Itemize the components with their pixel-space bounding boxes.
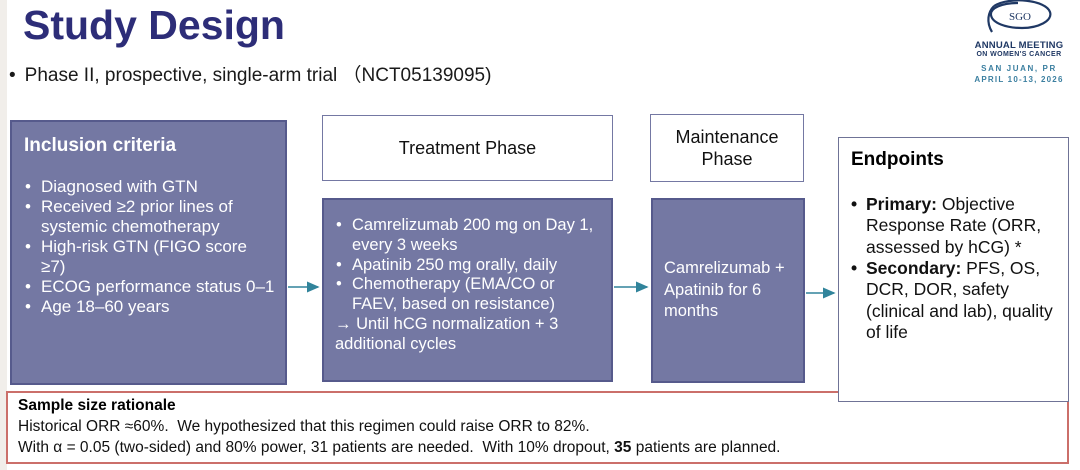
logo-dates: APRIL 10-13, 2026 bbox=[974, 75, 1064, 84]
trial-summary-text: Phase II, prospective, single-arm trial … bbox=[24, 65, 492, 86]
list-item: Age 18–60 years bbox=[24, 297, 275, 317]
treatment-phase-label: Treatment Phase bbox=[398, 137, 537, 158]
page-title: Study Design bbox=[23, 2, 285, 48]
inclusion-criteria-list: Diagnosed with GTN Received ≥2 prior lin… bbox=[24, 177, 275, 317]
endpoints-list: Primary: Objective Response Rate (ORR, a… bbox=[851, 194, 1060, 343]
treatment-regimen-list: Camrelizumab 200 mg on Day 1, every 3 we… bbox=[335, 216, 603, 315]
sample-size-line2: With α = 0.05 (two-sided) and 80% power,… bbox=[18, 438, 1057, 459]
slide-edge-strip bbox=[0, 0, 7, 470]
logo-meeting-subname: ON WOMEN'S CANCER bbox=[976, 51, 1062, 58]
treatment-duration-note: → Until hCG normalization + 3 additional… bbox=[335, 314, 559, 353]
trial-summary-line: • Phase II, prospective, single-arm trial… bbox=[9, 60, 491, 87]
secondary-endpoint-text: PFS, OS, DCR, DOR, safety (clinical and … bbox=[866, 258, 1053, 343]
sample-size-line1: Historical ORR ≈60%. We hypothesized tha… bbox=[18, 417, 590, 435]
inclusion-criteria-box: Inclusion criteria Diagnosed with GTN Re… bbox=[10, 120, 287, 385]
treatment-phase-box: Camrelizumab 200 mg on Day 1, every 3 we… bbox=[322, 198, 613, 382]
list-item: High-risk GTN (FIGO score ≥7) bbox=[24, 237, 275, 277]
list-item: ECOG performance status 0–1 bbox=[24, 277, 275, 297]
bullet-glyph: • bbox=[9, 65, 16, 86]
secondary-endpoint-item: Secondary: PFS, OS, DCR, DOR, safety (cl… bbox=[851, 258, 1060, 343]
maintenance-phase-box: Camrelizumab + Apatinib for 6 months bbox=[651, 198, 805, 383]
list-item: Camrelizumab 200 mg on Day 1, every 3 we… bbox=[335, 216, 603, 256]
sample-size-title: Sample size rationale bbox=[18, 397, 176, 414]
sample-size-line2-lead: With α = 0.05 (two-sided) and 80% power,… bbox=[18, 438, 615, 456]
list-item: Diagnosed with GTN bbox=[24, 177, 275, 197]
endpoints-box: Endpoints Primary: Objective Response Ra… bbox=[838, 137, 1069, 402]
sgo-acronym: SGO bbox=[1009, 11, 1031, 23]
list-item: Chemotherapy (EMA/CO or FAEV, based on r… bbox=[335, 275, 603, 315]
secondary-endpoint-label: Secondary: bbox=[866, 258, 962, 279]
sgo-swoosh-icon: SGO bbox=[987, 0, 1052, 33]
sample-size-rationale-box: Sample size rationale Historical ORR ≈60… bbox=[6, 391, 1069, 464]
primary-endpoint-item: Primary: Objective Response Rate (ORR, a… bbox=[851, 194, 1060, 258]
maintenance-phase-label: Maintenance Phase bbox=[675, 126, 779, 170]
sample-size-line2-tail: patients are planned. bbox=[631, 438, 781, 456]
treatment-phase-header: Treatment Phase bbox=[322, 115, 613, 181]
maintenance-regimen-text: Camrelizumab + Apatinib for 6 months bbox=[664, 259, 785, 321]
list-item: Received ≥2 prior lines of systemic chem… bbox=[24, 197, 275, 237]
sgo-logo: SGO ANNUAL MEETING ON WOMEN'S CANCER SAN… bbox=[964, 0, 1074, 84]
logo-meeting-name: ANNUAL MEETING bbox=[974, 40, 1064, 51]
list-item: Apatinib 250 mg orally, daily bbox=[335, 256, 603, 276]
primary-endpoint-label: Primary: bbox=[866, 194, 938, 214]
planned-patients-count: 35 bbox=[614, 438, 632, 456]
logo-location: SAN JUAN, PR bbox=[981, 64, 1057, 73]
maintenance-phase-header: Maintenance Phase bbox=[650, 114, 804, 182]
primary-endpoint-text: Objective Response Rate (ORR, assessed b… bbox=[866, 194, 1042, 257]
endpoints-title: Endpoints bbox=[851, 149, 944, 170]
inclusion-criteria-title: Inclusion criteria bbox=[24, 135, 177, 156]
